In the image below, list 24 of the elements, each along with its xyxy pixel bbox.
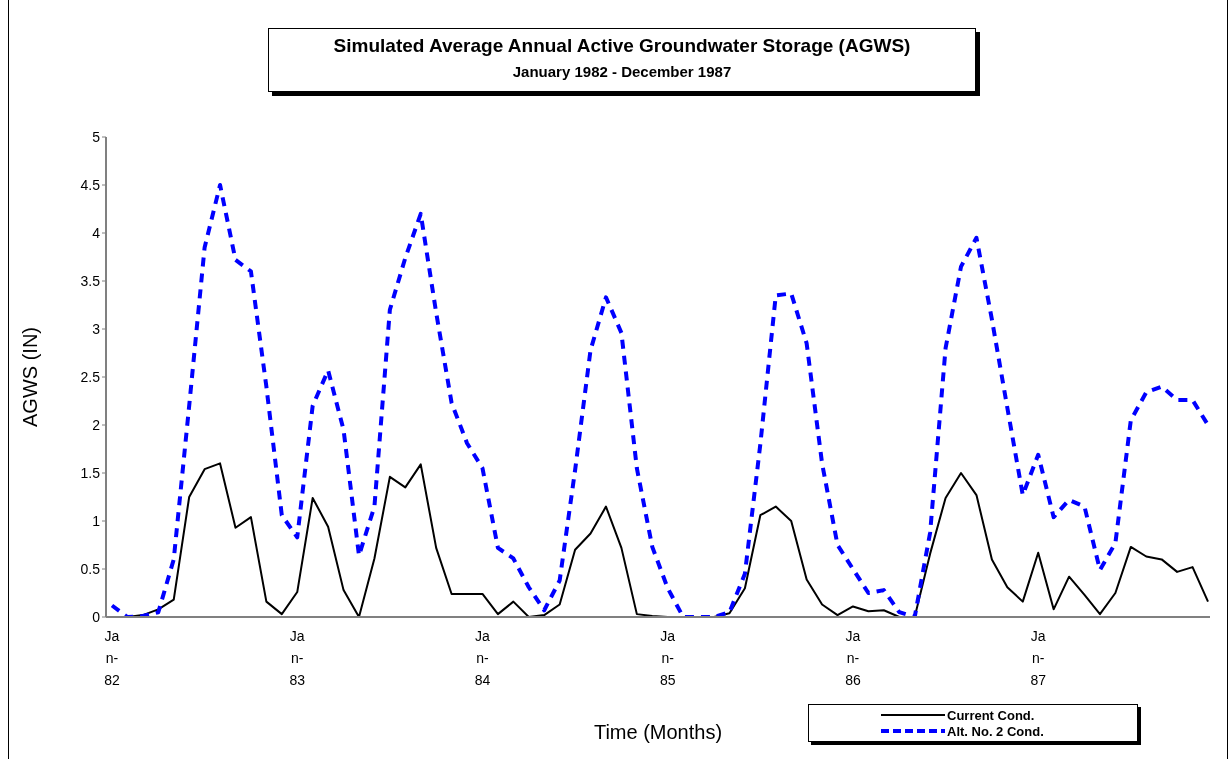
y-tick-label: 0.5 <box>80 560 101 577</box>
legend-label: Current Cond. <box>947 707 1035 723</box>
x-tick-label: Jan-87 <box>1030 628 1047 688</box>
x-tick-label: Jan-85 <box>659 628 676 688</box>
chart-title: Simulated Average Annual Active Groundwater Storage (AGWS) <box>332 35 912 57</box>
x-axis-title: Time (Months) <box>593 721 723 743</box>
x-tick-label: Jan-84 <box>474 628 491 688</box>
y-tick-label: 4 <box>92 224 101 241</box>
y-tick-label: 2.5 <box>80 368 101 385</box>
y-tick-label: 0 <box>92 608 101 625</box>
x-tick-label: Jan-82 <box>104 628 120 688</box>
y-tick-label: 2 <box>92 416 101 433</box>
y-tick-label: 4.5 <box>80 176 101 193</box>
legend-label: Alt. No. 2 Cond. <box>947 723 1044 739</box>
chart-subtitle: January 1982 - December 1987 <box>511 63 733 80</box>
y-tick-label: 3.5 <box>80 272 101 289</box>
y-tick-label: 1.5 <box>80 464 101 481</box>
line-series <box>110 183 1210 617</box>
x-tick-label: Jan-86 <box>845 628 861 688</box>
y-tick-label: 3 <box>92 320 101 337</box>
x-tick-label: Jan-83 <box>289 628 306 688</box>
y-tick-label: 5 <box>92 128 101 145</box>
y-tick-label: 1 <box>92 512 101 529</box>
y-axis-title: AGWS (IN) <box>19 327 42 427</box>
